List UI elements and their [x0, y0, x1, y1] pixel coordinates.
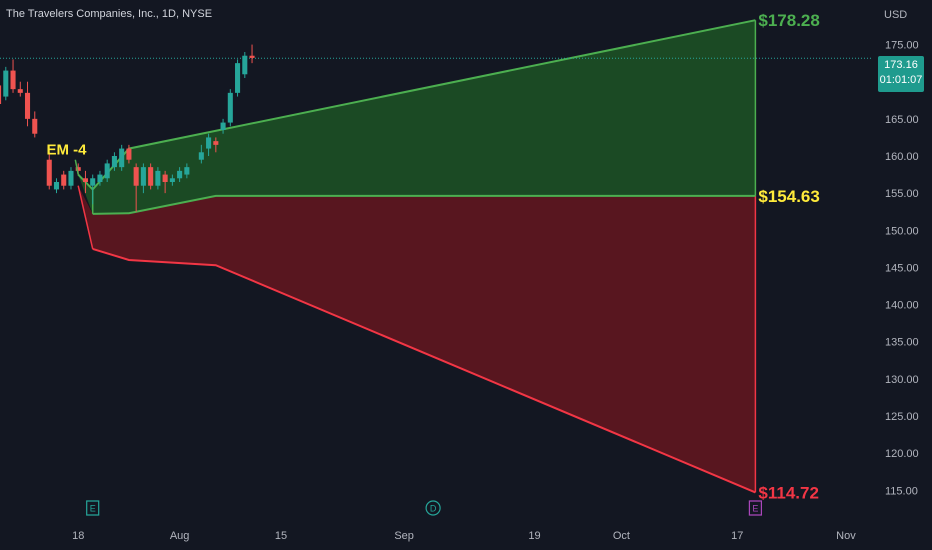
expected-move-bands	[77, 19, 757, 494]
candle-body	[148, 167, 154, 186]
candle-body	[32, 118, 38, 134]
annotation-label-0: EM -4	[46, 142, 87, 159]
event-marker-label: E	[752, 504, 758, 514]
em-label-pointer	[74, 159, 79, 175]
y-tick-label: 130.00	[885, 374, 919, 386]
candle-body	[17, 89, 23, 93]
earnings-marker	[86, 500, 100, 516]
candle-body	[155, 170, 161, 186]
candle-body	[68, 170, 74, 186]
candle-body	[213, 141, 219, 145]
candle-body	[111, 156, 117, 168]
last-price-badge: 173.16 01:01:07	[878, 56, 924, 92]
candles	[0, 44, 255, 212]
red-band-lower-line	[92, 247, 756, 494]
price-axis[interactable]: 115.00 120.00 125.00 130.00 135.00 140.00 145.…	[885, 40, 919, 498]
candle-body	[140, 167, 146, 186]
candle-body	[126, 148, 132, 160]
bar-countdown: 01:01:07	[879, 74, 923, 86]
candle-body	[184, 167, 190, 175]
candle-body	[119, 148, 125, 168]
candle-body	[177, 170, 183, 179]
candle-body	[169, 178, 175, 182]
red-band-start-line	[77, 185, 94, 250]
event-marker-label: E	[90, 504, 96, 514]
event-marker-label: D	[430, 504, 437, 514]
chart-title: The Travelers Companies, Inc., 1D, NYSE	[6, 8, 213, 20]
y-tick-label: 135.00	[885, 337, 919, 349]
candle-body	[162, 174, 168, 182]
candle-body	[61, 174, 67, 186]
currency-label: USD	[884, 9, 907, 21]
y-tick-label: 145.00	[885, 262, 919, 274]
x-tick-label: 15	[275, 530, 287, 542]
candle-body	[242, 55, 248, 75]
y-tick-label: 115.00	[885, 485, 918, 497]
x-tick-label: Nov	[836, 530, 856, 542]
candle-body	[249, 55, 255, 58]
y-tick-label: 125.00	[885, 411, 919, 423]
candle-body	[133, 167, 139, 186]
x-tick-label: 17	[731, 530, 743, 542]
candle-body	[3, 70, 9, 97]
green-band-fill	[78, 20, 756, 214]
x-tick-label: Oct	[613, 530, 630, 542]
green-band-lower-line	[92, 194, 756, 215]
candle-body	[10, 70, 16, 90]
candle-body	[24, 92, 31, 119]
x-tick-label: 19	[528, 530, 540, 542]
candle-body	[206, 137, 212, 149]
last-price-value: 173.16	[884, 59, 918, 71]
y-tick-label: 155.00	[885, 188, 919, 200]
dividend-marker	[425, 500, 441, 516]
red-band-fill	[78, 185, 756, 493]
y-tick-label: 175.00	[885, 40, 919, 52]
y-tick-label: 160.00	[885, 151, 919, 163]
y-tick-label: 150.00	[885, 225, 919, 237]
earnings-marker	[748, 500, 762, 516]
x-tick-label: Sep	[394, 530, 414, 542]
candle-body	[227, 92, 233, 123]
y-tick-label: 140.00	[885, 300, 919, 312]
annotation-label-3: $114.72	[758, 483, 819, 502]
y-tick-label: 120.00	[885, 448, 919, 460]
x-tick-label: Aug	[170, 530, 190, 542]
candle-body	[235, 63, 241, 93]
annotation-label-1: $178.28	[758, 11, 819, 30]
candle-body	[82, 178, 88, 182]
candle-body	[198, 152, 204, 160]
candle-body	[46, 159, 52, 186]
x-tick-label: 18	[72, 530, 84, 542]
candle-body	[104, 163, 110, 179]
y-tick-label: 165.00	[885, 114, 919, 126]
candle-body	[75, 167, 81, 171]
time-axis[interactable]: 18 Aug 15 Sep 19 Oct 17 Nov	[72, 530, 856, 542]
annotation-label-2: $154.63	[758, 187, 819, 206]
candle-body	[0, 85, 2, 104]
candle-body	[220, 122, 226, 130]
candle-body	[97, 174, 103, 182]
annotations: EM -4 $178.28 $154.63 $114.72	[46, 11, 819, 502]
candle-body	[90, 178, 96, 186]
candle-body	[53, 182, 60, 190]
